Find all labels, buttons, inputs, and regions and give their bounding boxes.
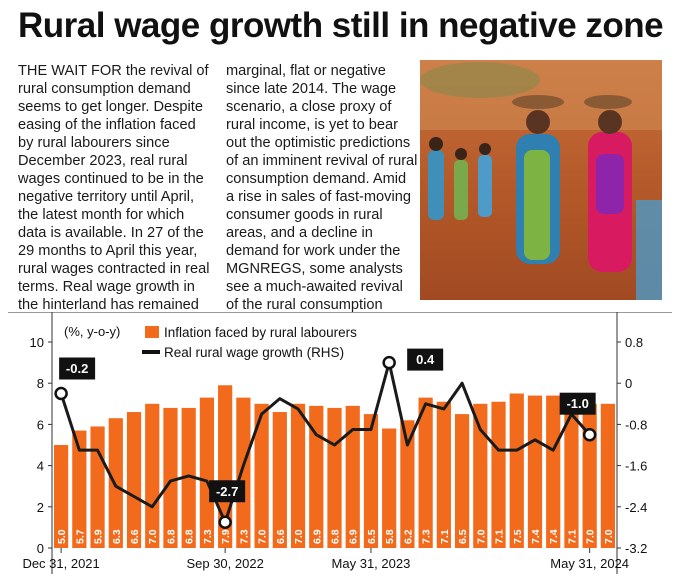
bar-value-label: 6.2 — [402, 529, 414, 544]
bar — [473, 403, 488, 548]
callout-box — [209, 480, 246, 503]
bar-value-label: 5.7 — [74, 529, 86, 544]
bar — [309, 405, 324, 548]
bar-value-label: 6.9 — [311, 529, 323, 544]
bar — [600, 403, 615, 548]
bar — [527, 395, 543, 548]
bar-value-label: 5.0 — [56, 529, 68, 544]
bar-value-label: 7.1 — [566, 529, 578, 544]
right-tick-label: 0.8 — [625, 335, 643, 350]
callout-label: 0.4 — [416, 352, 435, 367]
bar-value-label: 6.8 — [165, 529, 177, 544]
bar-value-label: 7.3 — [202, 529, 214, 544]
bar — [236, 397, 251, 548]
bar-value-label: 6.9 — [348, 529, 360, 544]
callout-label: -1.0 — [566, 396, 588, 411]
bar-value-label: 7.3 — [238, 529, 250, 544]
bar-value-label: 7.1 — [494, 529, 506, 544]
bar-value-label: 7.0 — [603, 529, 615, 544]
right-tick-label: 0 — [625, 376, 632, 391]
bar — [509, 393, 524, 548]
bar-value-label: 7.0 — [585, 529, 597, 544]
bar-value-label: 7.9 — [220, 529, 232, 544]
bar — [272, 412, 287, 548]
bar-value-label: 6.5 — [457, 529, 469, 544]
x-tick-label: May 31, 2023 — [332, 556, 411, 571]
bar-value-label: 7.0 — [475, 529, 487, 544]
callout-marker — [382, 355, 396, 370]
body-text-column-1: THE WAIT FOR the revival of rural consum… — [18, 63, 210, 313]
bar-value-label: 6.6 — [129, 529, 141, 544]
bar — [564, 401, 579, 548]
bar-value-label: 7.4 — [548, 529, 560, 544]
bar — [290, 403, 306, 548]
unit-note: (%, y-o-y) — [64, 324, 120, 339]
combo-chart: 5.0 5.7 5.9 6.3 6.6 7.0 6.8 6.8 7.3 7.9 7.3 7.0 6.6 7… — [8, 311, 672, 574]
right-tick-label: -3.2 — [625, 541, 647, 556]
right-tick-label: -0.8 — [625, 417, 647, 432]
bar-value-label: 6.8 — [330, 529, 342, 544]
legend-swatch-bars — [145, 326, 159, 338]
callout-label: -0.2 — [66, 361, 88, 376]
callout-box — [559, 392, 596, 415]
bar — [400, 420, 415, 548]
photo-women-carrying-bowls — [420, 60, 662, 300]
chart-area: 5.0 5.7 5.9 6.3 6.6 7.0 6.8 6.8 7.3 7.9 7.3 7.0 6.6 7… — [8, 311, 672, 574]
left-tick-label: 2 — [37, 500, 44, 515]
left-tick-label: 8 — [37, 376, 44, 391]
bar-value-label: 5.8 — [384, 529, 396, 544]
bar-value-label: 6.5 — [366, 529, 378, 544]
bar — [72, 430, 87, 548]
bar-value-label: 7.4 — [530, 529, 542, 544]
x-tick-label: Sep 30, 2022 — [186, 556, 263, 571]
bar-value-label: 6.6 — [275, 529, 287, 544]
bar — [363, 414, 379, 548]
right-tick-label: -2.4 — [625, 500, 647, 515]
bar-value-label: 6.8 — [184, 529, 196, 544]
bar — [126, 412, 142, 548]
left-tick-label: 10 — [30, 335, 44, 350]
bar — [546, 395, 561, 548]
bar — [382, 428, 397, 548]
callout-box — [59, 357, 96, 380]
bar-value-label: 7.5 — [512, 529, 524, 544]
bar — [199, 397, 215, 548]
line-series-real-wage — [59, 361, 591, 524]
bar-value-label: 7.3 — [421, 529, 433, 544]
bar — [418, 397, 433, 548]
left-tick-label: 0 — [37, 541, 44, 556]
right-tick-label: -1.6 — [625, 459, 647, 474]
callout-marker — [218, 515, 232, 529]
callout-marker — [582, 427, 597, 442]
callout-box — [407, 348, 444, 371]
bar-value-label: 7.0 — [293, 529, 305, 544]
bar — [54, 445, 69, 548]
bar-value-label: 7.1 — [439, 529, 451, 544]
bar-value-label: 7.0 — [147, 529, 159, 544]
headline: Rural wage growth still in negative zone — [18, 6, 664, 45]
callout-marker — [54, 386, 68, 401]
bar-value-label: 7.0 — [257, 529, 269, 544]
callout-label: -2.7 — [216, 484, 238, 499]
legend-label-line: Real rural wage growth (RHS) — [164, 345, 344, 360]
x-tick-label: Dec 31, 2021 — [22, 556, 99, 571]
bar — [491, 401, 506, 548]
bar — [181, 407, 196, 548]
bar — [254, 403, 269, 548]
bar-value-label: 5.9 — [93, 529, 105, 544]
x-tick-label: May 31, 2024 — [550, 556, 629, 571]
bar — [436, 401, 451, 548]
legend-label-bars: Inflation faced by rural labourers — [164, 325, 357, 340]
bar — [345, 405, 360, 548]
bar — [582, 403, 597, 548]
left-tick-label: 4 — [37, 459, 44, 474]
bar-value-label: 6.3 — [111, 529, 123, 544]
bar — [163, 407, 178, 548]
bar — [327, 407, 342, 548]
left-tick-label: 6 — [37, 417, 44, 432]
bar — [145, 403, 160, 548]
body-text-column-2: marginal, flat or negative since late 20… — [226, 63, 418, 331]
bar — [454, 414, 470, 548]
